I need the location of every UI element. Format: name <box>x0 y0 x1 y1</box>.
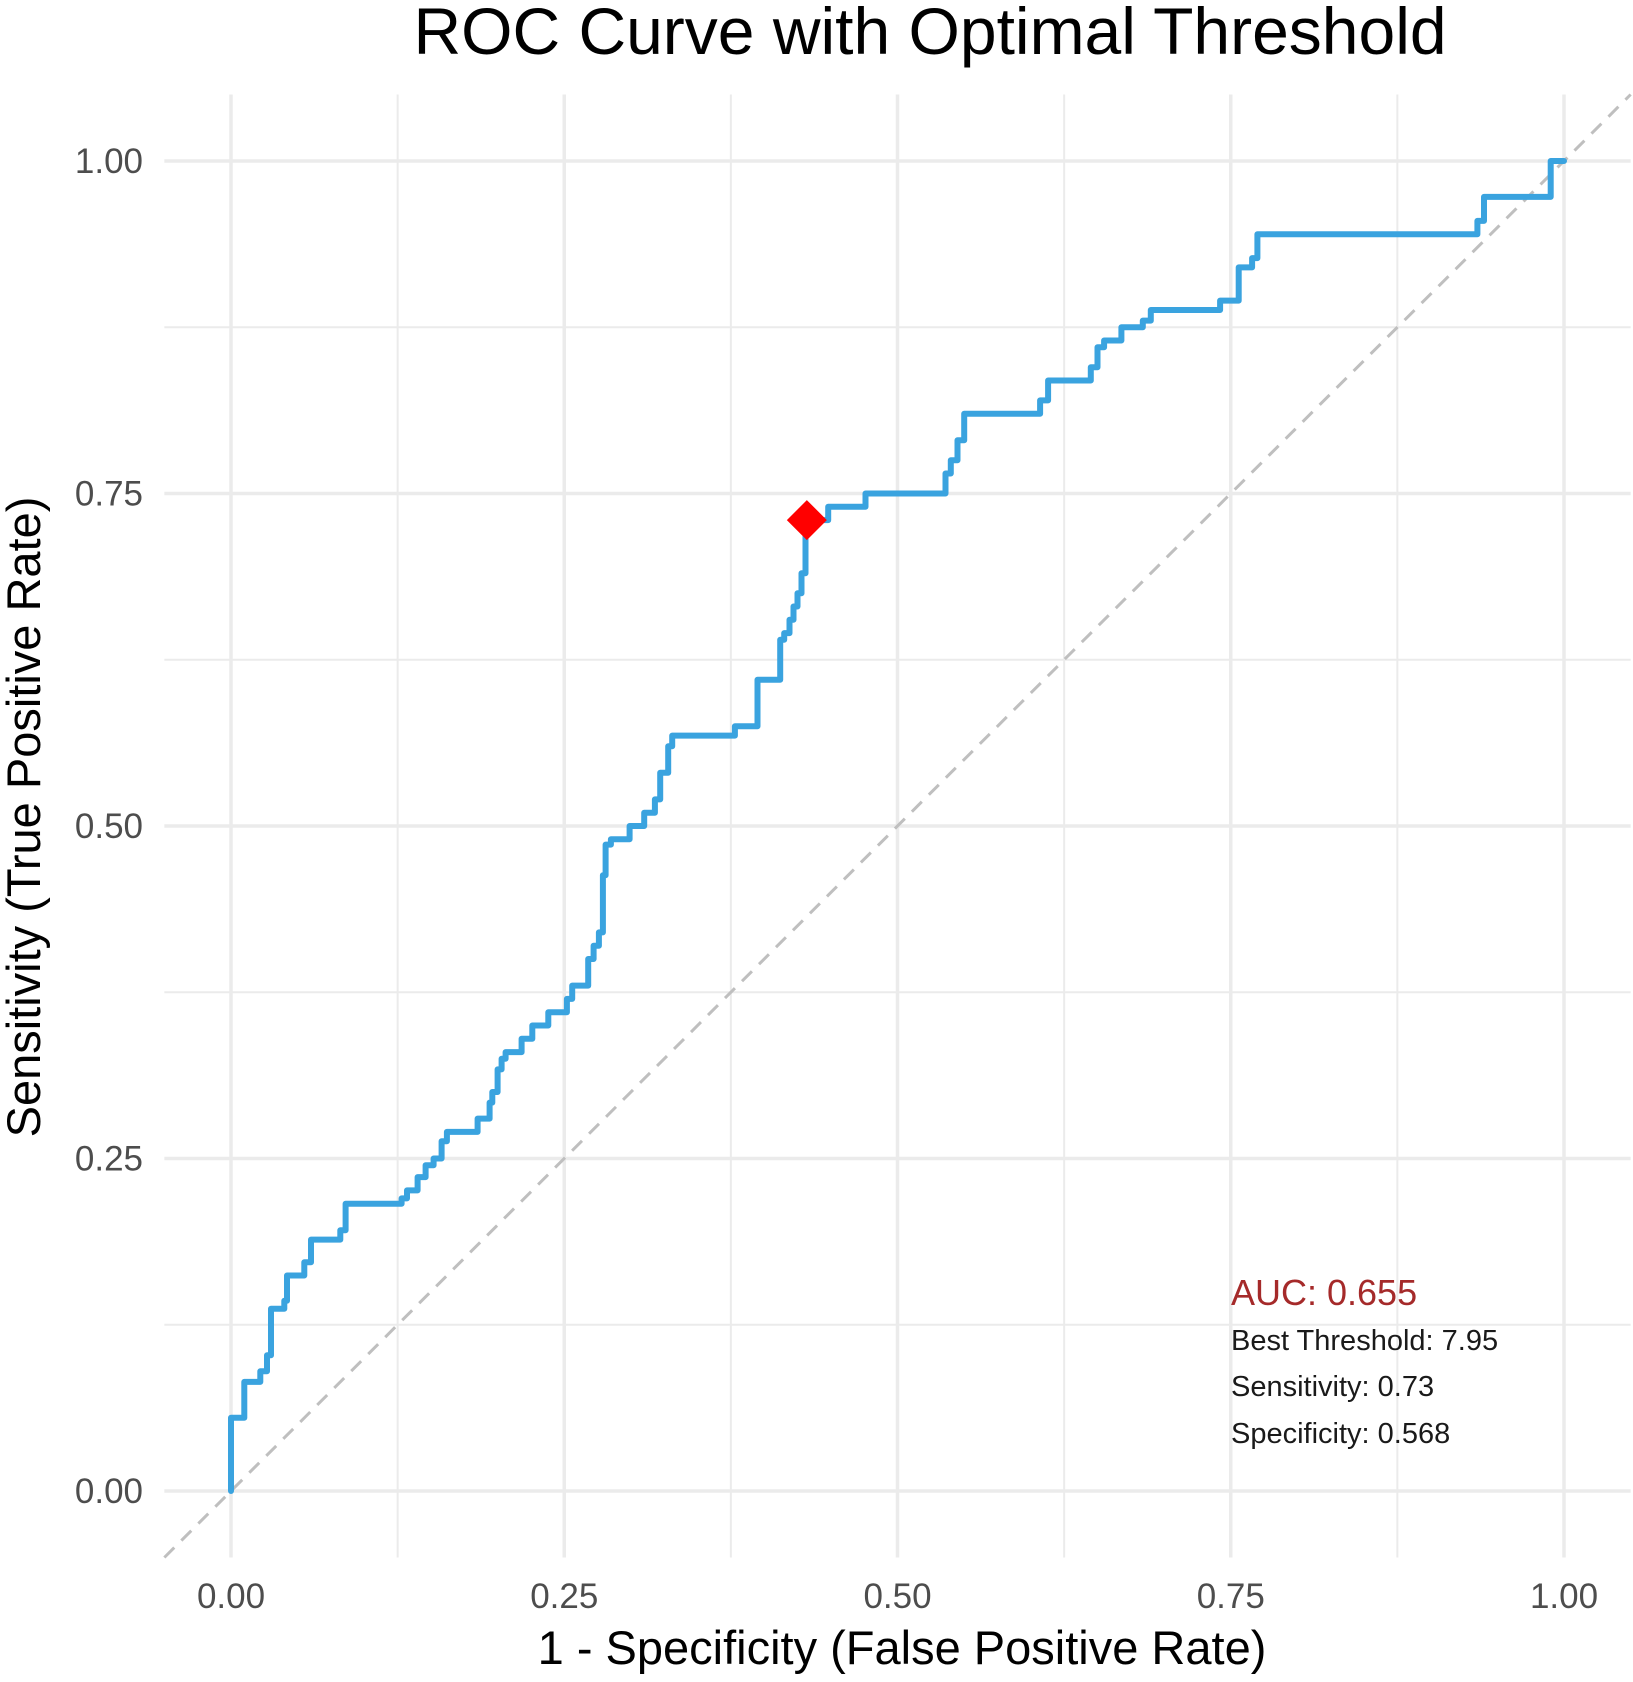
sensitivity-annotation: Sensitivity: 0.73 <box>1231 1371 1434 1403</box>
x-tick-label: 0.00 <box>197 1577 265 1616</box>
y-tick-label: 1.00 <box>75 142 143 181</box>
curve-layer <box>228 158 1567 1494</box>
marker-layer <box>786 500 827 541</box>
y-tick-label: 0.25 <box>75 1140 143 1179</box>
y-tick-label: 0.00 <box>75 1472 143 1511</box>
x-tick-label: 0.25 <box>530 1577 598 1616</box>
x-axis-ticks: 0.00 0.25 0.50 0.75 1.00 <box>197 1577 1598 1616</box>
x-axis-title: 1 - Specificity (False Positive Rate) <box>538 1621 1267 1674</box>
chart-title: ROC Curve with Optimal Threshold <box>413 0 1446 68</box>
x-tick-label: 1.00 <box>1530 1577 1598 1616</box>
y-axis-title: Sensitivity (True Positive Rate) <box>0 497 50 1138</box>
diagonal-reference-line <box>163 93 1632 1559</box>
x-tick-label: 0.75 <box>1197 1577 1265 1616</box>
x-tick-label: 0.50 <box>863 1577 931 1616</box>
y-tick-label: 0.50 <box>75 807 143 846</box>
best-threshold-annotation: Best Threshold: 7.95 <box>1231 1325 1498 1357</box>
auc-annotation: AUC: 0.655 <box>1231 1272 1417 1313</box>
y-axis-ticks: 0.00 0.25 0.50 0.75 1.00 <box>75 142 143 1511</box>
specificity-annotation: Specificity: 0.568 <box>1231 1418 1450 1450</box>
diagonal-layer <box>163 93 1632 1559</box>
y-tick-label: 0.75 <box>75 475 143 514</box>
optimal-threshold-marker <box>786 500 827 541</box>
roc-curve-line <box>228 158 1567 1494</box>
